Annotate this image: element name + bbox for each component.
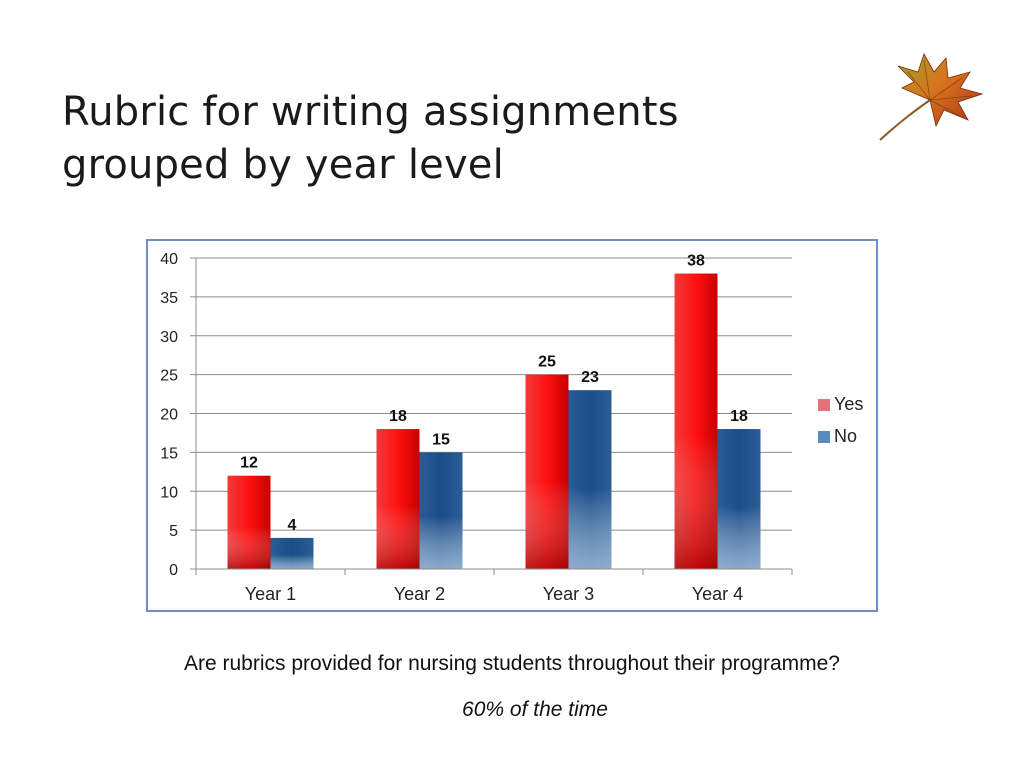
slide-title: Rubric for writing assignments grouped b… — [62, 86, 822, 192]
bar-shading — [227, 527, 271, 569]
data-label: 23 — [581, 369, 599, 386]
legend-label-yes: Yes — [834, 394, 863, 414]
bar-shading — [717, 506, 761, 569]
autumn-leaf-icon — [879, 53, 984, 141]
y-tick-label: 25 — [160, 368, 178, 385]
legend-swatch-yes — [818, 399, 830, 411]
bar-shading — [376, 506, 420, 569]
y-tick-label: 35 — [160, 290, 178, 307]
y-tick-label: 20 — [160, 407, 178, 424]
legend: Yes No — [818, 394, 863, 446]
data-label: 15 — [432, 431, 450, 448]
data-label: 12 — [240, 455, 258, 472]
y-tick-label: 0 — [169, 562, 178, 579]
x-tick-label: Year 4 — [692, 584, 743, 604]
data-label: 25 — [538, 354, 556, 371]
slide-title-line-1: Rubric for writing assignments — [62, 89, 679, 135]
y-tick-label: 30 — [160, 329, 178, 346]
x-tick-label: Year 1 — [245, 584, 296, 604]
x-tick-label: Year 2 — [394, 584, 445, 604]
bar-shading — [419, 516, 463, 569]
bar-shading — [568, 488, 612, 569]
data-label: 4 — [288, 517, 297, 534]
data-label: 18 — [730, 408, 748, 425]
y-tick-label: 5 — [169, 523, 178, 540]
survey-answer: 60% of the time — [462, 698, 608, 721]
y-tick-label: 15 — [160, 445, 178, 462]
bar-shading — [525, 481, 569, 569]
bar-chart: 0 5 10 15 20 25 30 35 40 Year 1 12 4 Year 2 18 15 Year … — [160, 251, 863, 604]
data-label: 38 — [687, 253, 705, 270]
labels-layer: 0 5 10 15 20 25 30 35 40 Year 1 12 4 Year 2 18 15 Year … — [160, 251, 792, 604]
legend-swatch-no — [818, 431, 830, 443]
bar-shading — [674, 436, 718, 569]
slide-title-line-2: grouped by year level — [62, 142, 504, 188]
y-tick-label: 10 — [160, 484, 178, 501]
bars-layer — [227, 273, 761, 569]
bar-shading — [270, 555, 314, 569]
y-tick-label: 40 — [160, 251, 178, 268]
legend-label-no: No — [834, 426, 857, 446]
survey-question: Are rubrics provided for nursing student… — [183, 652, 840, 675]
x-tick-label: Year 3 — [543, 584, 594, 604]
data-label: 18 — [389, 408, 407, 425]
